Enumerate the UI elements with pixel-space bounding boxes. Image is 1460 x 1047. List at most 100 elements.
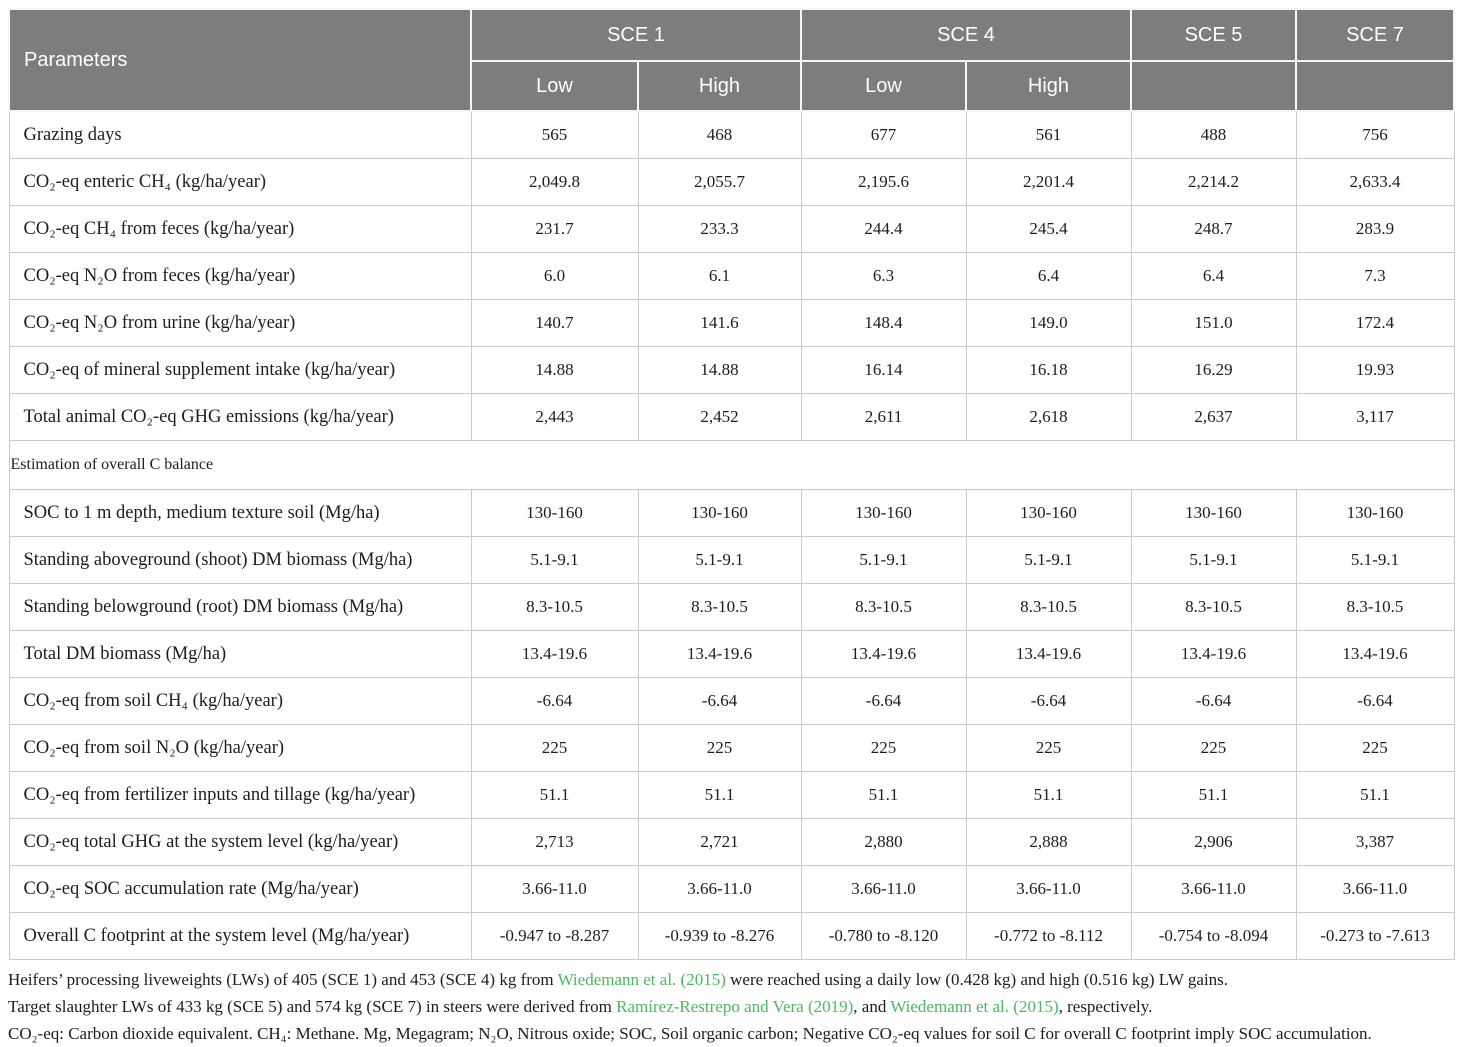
- row-value: 2,201.4: [965, 158, 1132, 206]
- row-value: 3,117: [1295, 393, 1455, 441]
- footnote-line: CO₂-eq: Carbon dioxide equivalent. CH₄: …: [8, 1020, 1453, 1047]
- row-value: 51.1: [637, 771, 802, 819]
- citation-link[interactable]: Wiedemann et al. (2015): [890, 997, 1059, 1016]
- row-value: -6.64: [1295, 677, 1455, 725]
- footnotes: Heifers’ processing liveweights (LWs) of…: [8, 966, 1453, 1047]
- table-row: Standing aboveground (shoot) DM biomass …: [8, 536, 1455, 584]
- row-value: 225: [637, 724, 802, 772]
- header-sce7-empty: [1295, 60, 1455, 112]
- row-value: -6.64: [800, 677, 967, 725]
- row-value: 172.4: [1295, 299, 1455, 347]
- row-value: 5.1-9.1: [1295, 536, 1455, 584]
- row-value: 130-160: [1295, 489, 1455, 537]
- row-value: 2,214.2: [1130, 158, 1297, 206]
- row-value: 16.14: [800, 346, 967, 394]
- row-value: 140.7: [470, 299, 639, 347]
- row-value: 6.0: [470, 252, 639, 300]
- table-header: Parameters SCE 1 SCE 4 SCE 5 SCE 7 Low H…: [8, 8, 1455, 112]
- row-value: 225: [965, 724, 1132, 772]
- header-sce5-empty: [1130, 60, 1297, 112]
- row-value: 3.66-11.0: [637, 865, 802, 913]
- row-value: 756: [1295, 110, 1455, 159]
- row-value: 2,049.8: [470, 158, 639, 206]
- table-row: CO₂-eq CH₄ from feces (kg/ha/year) 231.7 2…: [8, 205, 1455, 253]
- table-row: CO₂-eq of mineral supplement intake (kg/…: [8, 346, 1455, 394]
- row-label: Total DM biomass (Mg/ha): [8, 630, 472, 678]
- row-value: 225: [470, 724, 639, 772]
- row-value: -6.64: [637, 677, 802, 725]
- row-value: 151.0: [1130, 299, 1297, 347]
- row-value: 565: [470, 110, 639, 159]
- row-value: 233.3: [637, 205, 802, 253]
- table-row: Overall C footprint at the system level …: [8, 912, 1455, 960]
- row-value: 225: [1295, 724, 1455, 772]
- row-value: 3.66-11.0: [1295, 865, 1455, 913]
- table-row: Grazing days 565 468 677 561 488 756: [8, 110, 1455, 159]
- row-value: 13.4-19.6: [1295, 630, 1455, 678]
- row-value: 468: [637, 110, 802, 159]
- row-value: 2,637: [1130, 393, 1297, 441]
- header-sce1-low: Low: [470, 60, 639, 112]
- row-label: CO₂-eq of mineral supplement intake (kg/…: [8, 346, 472, 394]
- table-row: SOC to 1 m depth, medium texture soil (M…: [8, 489, 1455, 537]
- row-label: CO₂-eq N₂O from urine (kg/ha/year): [8, 299, 472, 347]
- row-value: 677: [800, 110, 967, 159]
- row-value: 225: [1130, 724, 1297, 772]
- row-value: 130-160: [800, 489, 967, 537]
- row-value: 130-160: [637, 489, 802, 537]
- row-value: 2,721: [637, 818, 802, 866]
- row-value: 8.3-10.5: [470, 583, 639, 631]
- row-value: 148.4: [800, 299, 967, 347]
- row-value: 8.3-10.5: [965, 583, 1132, 631]
- row-value: 51.1: [1295, 771, 1455, 819]
- row-value: 16.29: [1130, 346, 1297, 394]
- row-value: 149.0: [965, 299, 1132, 347]
- row-value: 14.88: [637, 346, 802, 394]
- row-value: 8.3-10.5: [1130, 583, 1297, 631]
- row-value: 2,880: [800, 818, 967, 866]
- footnote-text: Target slaughter LWs of 433 kg (SCE 5) a…: [8, 997, 617, 1016]
- table-row: CO₂-eq from soil N₂O (kg/ha/year) 225 225 2…: [8, 724, 1455, 772]
- row-label: Overall C footprint at the system level …: [8, 912, 472, 960]
- section-row: Estimation of overall C balance: [8, 440, 1455, 490]
- footnote-line: Target slaughter LWs of 433 kg (SCE 5) a…: [8, 993, 1453, 1020]
- row-value: 2,888: [965, 818, 1132, 866]
- row-label: CO₂-eq enteric CH₄ (kg/ha/year): [8, 158, 472, 206]
- citation-link[interactable]: Wiedemann et al. (2015): [557, 970, 726, 989]
- table-row: CO₂-eq SOC accumulation rate (Mg/ha/year…: [8, 865, 1455, 913]
- row-value: 2,195.6: [800, 158, 967, 206]
- row-value: 244.4: [800, 205, 967, 253]
- row-value: 6.1: [637, 252, 802, 300]
- row-value: 2,443: [470, 393, 639, 441]
- row-value: -6.64: [1130, 677, 1297, 725]
- row-value: 283.9: [1295, 205, 1455, 253]
- row-value: 5.1-9.1: [637, 536, 802, 584]
- row-value: 2,055.7: [637, 158, 802, 206]
- row-label: SOC to 1 m depth, medium texture soil (M…: [8, 489, 472, 537]
- citation-link[interactable]: Ramírez-Restrepo and Vera (2019): [616, 997, 854, 1016]
- row-value: -0.754 to -8.094: [1130, 912, 1297, 960]
- row-value: 130-160: [470, 489, 639, 537]
- row-value: 7.3: [1295, 252, 1455, 300]
- row-value: 6.4: [965, 252, 1132, 300]
- table-row: CO₂-eq from soil CH₄ (kg/ha/year) -6.64 -6…: [8, 677, 1455, 725]
- row-label: CO₂-eq from fertilizer inputs and tillag…: [8, 771, 472, 819]
- row-label: CO₂-eq from soil CH₄ (kg/ha/year): [8, 677, 472, 725]
- row-value: 51.1: [800, 771, 967, 819]
- row-value: 51.1: [1130, 771, 1297, 819]
- row-value: 13.4-19.6: [637, 630, 802, 678]
- row-value: 19.93: [1295, 346, 1455, 394]
- header-sub-row: Low High Low High: [9, 60, 1455, 112]
- row-value: 3.66-11.0: [800, 865, 967, 913]
- row-value: 2,452: [637, 393, 802, 441]
- row-value: 130-160: [1130, 489, 1297, 537]
- table-row: Total animal CO₂-eq GHG emissions (kg/ha…: [8, 393, 1455, 441]
- row-value: 5.1-9.1: [800, 536, 967, 584]
- row-label: Standing aboveground (shoot) DM biomass …: [8, 536, 472, 584]
- table-row: CO₂-eq N₂O from urine (kg/ha/year) 140.7 1…: [8, 299, 1455, 347]
- row-value: -0.947 to -8.287: [470, 912, 639, 960]
- row-value: 2,618: [965, 393, 1132, 441]
- row-value: 6.4: [1130, 252, 1297, 300]
- row-value: 5.1-9.1: [470, 536, 639, 584]
- row-value: 51.1: [470, 771, 639, 819]
